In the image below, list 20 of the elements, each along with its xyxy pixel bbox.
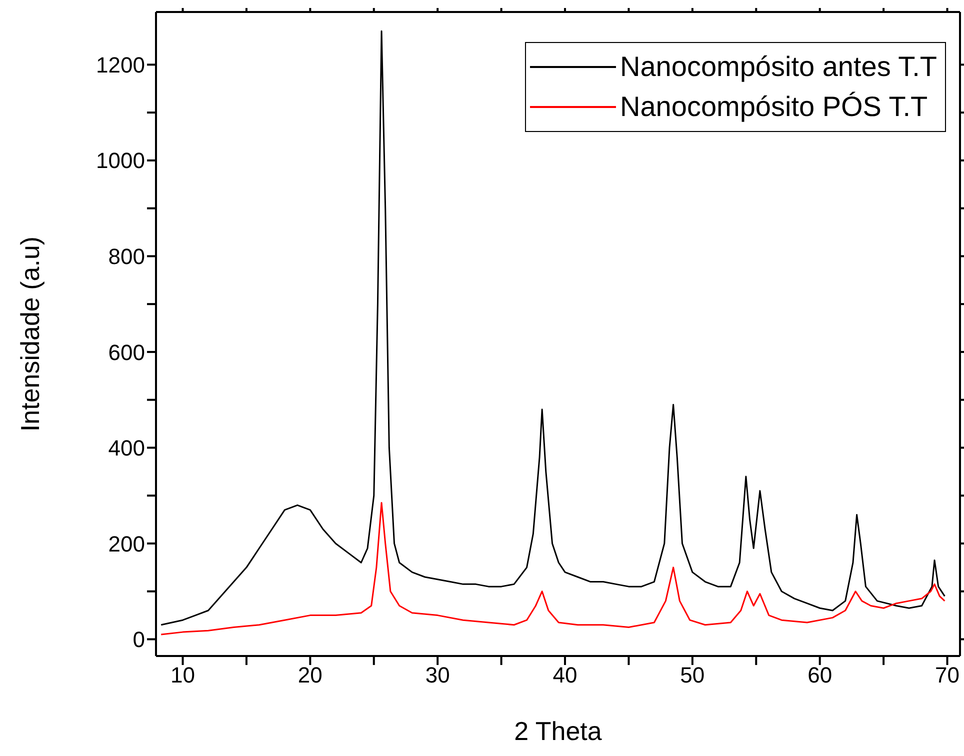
x-tick-label: 10 bbox=[170, 662, 195, 688]
legend-label: Nanocompósito antes T.T bbox=[620, 51, 937, 83]
x-tick-label: 40 bbox=[552, 662, 578, 688]
x-tick-label: 60 bbox=[808, 662, 832, 688]
legend-label: Nanocompósito PÓS T.T bbox=[620, 91, 928, 123]
line-series bbox=[160, 502, 946, 636]
x-axis-title: 2 Theta bbox=[514, 716, 602, 746]
x-tick-label: 20 bbox=[298, 662, 322, 688]
y-tick-label: 0 bbox=[132, 627, 145, 652]
x-tick-label: 50 bbox=[680, 662, 705, 688]
y-tick-label: 1000 bbox=[96, 148, 145, 174]
y-tick-label: 400 bbox=[108, 436, 145, 461]
line-series bbox=[160, 30, 946, 626]
y-axis-title: Intensidade (a.u) bbox=[15, 236, 46, 432]
x-tick-label: 30 bbox=[425, 662, 450, 688]
y-tick-label: 200 bbox=[108, 531, 145, 556]
y-tick-label: 600 bbox=[108, 340, 145, 365]
y-tick-label: 800 bbox=[108, 244, 145, 270]
y-tick-label: 1200 bbox=[96, 52, 145, 78]
x-tick-label: 70 bbox=[935, 662, 960, 688]
